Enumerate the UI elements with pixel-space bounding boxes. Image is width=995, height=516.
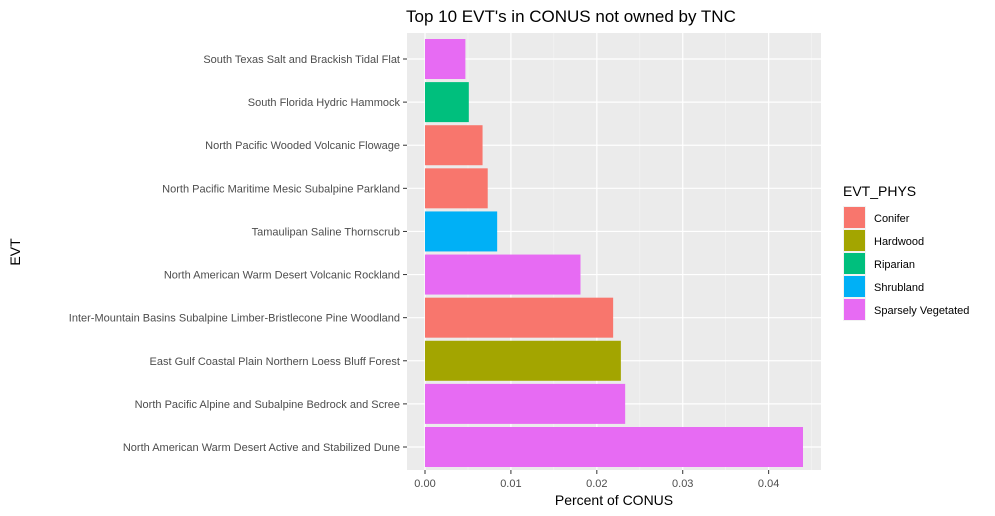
y-tick-label: North American Warm Desert Active and St… <box>123 442 400 454</box>
y-tick-label: North Pacific Wooded Volcanic Flowage <box>205 140 400 152</box>
legend-swatch <box>844 276 865 297</box>
bar <box>425 383 626 424</box>
bar-layer <box>425 39 803 467</box>
legend-label: Conifer <box>874 213 910 225</box>
x-tick-label: 0.02 <box>586 478 607 490</box>
legend-entries: Conifer Hardwood Riparian Shrubland Sparsely… <box>843 206 969 321</box>
bar <box>425 168 488 209</box>
x-tick-label: 0.01 <box>500 478 521 490</box>
y-tick-label: South Texas Salt and Brackish Tidal Flat <box>203 54 400 66</box>
bar <box>425 39 466 79</box>
x-axis-label: Percent of CONUS <box>555 492 673 508</box>
bar <box>425 254 581 295</box>
y-axis-label: EVT <box>7 238 23 266</box>
y-tick-layer: South Texas Salt and Brackish Tidal Flat… <box>69 54 407 454</box>
bar <box>425 211 498 252</box>
bar <box>425 427 803 467</box>
y-tick-label: East Gulf Coastal Plain Northern Loess B… <box>150 356 400 368</box>
legend-label: Hardwood <box>874 236 924 248</box>
bar <box>425 297 614 338</box>
y-tick-label: North Pacific Alpine and Subalpine Bedro… <box>135 399 400 411</box>
y-tick-label: North American Warm Desert Volcanic Rock… <box>164 270 400 282</box>
legend-swatch <box>844 299 865 320</box>
legend-title: EVT_PHYS <box>843 183 916 199</box>
legend-swatch <box>844 253 865 274</box>
y-tick-label: Tamaulipan Saline Thornscrub <box>252 226 400 238</box>
y-tick-label: Inter-Mountain Basins Subalpine Limber-B… <box>69 313 400 325</box>
legend-swatch <box>844 207 865 228</box>
bar <box>425 340 621 381</box>
x-tick-label: 0.03 <box>672 478 693 490</box>
legend-label: Riparian <box>874 259 915 271</box>
legend: EVT_PHYS Conifer Hardwood Riparian Shrublan… <box>843 183 969 321</box>
legend-swatch <box>844 230 865 251</box>
bar <box>425 82 469 123</box>
legend-label: Shrubland <box>874 282 924 294</box>
y-tick-label: South Florida Hydric Hammock <box>248 97 401 109</box>
x-tick-label: 0.00 <box>414 478 435 490</box>
x-tick-label: 0.04 <box>758 478 779 490</box>
x-tick-layer: 0.00 0.01 0.02 0.03 0.04 <box>414 470 779 490</box>
bar <box>425 125 483 166</box>
y-tick-label: North Pacific Maritime Mesic Subalpine P… <box>162 183 400 195</box>
chart-title: Top 10 EVT's in CONUS not owned by TNC <box>406 7 736 26</box>
legend-label: Sparsely Vegetated <box>874 305 969 317</box>
